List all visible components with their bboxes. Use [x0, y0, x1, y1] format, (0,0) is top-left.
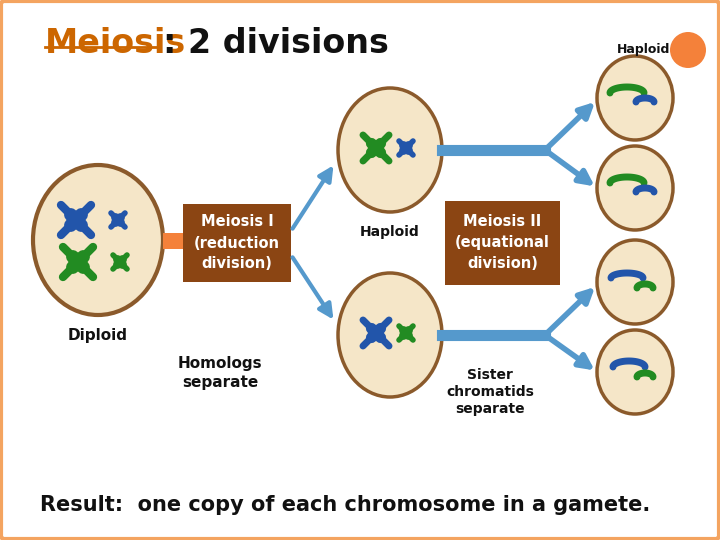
- Bar: [163, 233, 183, 249]
- Text: Sister
chromatids
separate: Sister chromatids separate: [446, 368, 534, 416]
- FancyBboxPatch shape: [445, 201, 560, 285]
- Ellipse shape: [597, 146, 673, 230]
- Circle shape: [670, 32, 706, 68]
- Ellipse shape: [33, 165, 163, 315]
- Text: Meiosis: Meiosis: [45, 27, 186, 60]
- Text: Result:  one copy of each chromosome in a gamete.: Result: one copy of each chromosome in a…: [40, 495, 650, 515]
- Ellipse shape: [597, 56, 673, 140]
- FancyBboxPatch shape: [183, 204, 291, 282]
- Ellipse shape: [338, 88, 442, 212]
- Text: Haploid: Haploid: [360, 225, 420, 239]
- Ellipse shape: [597, 330, 673, 414]
- Text: Meiosis I
(reduction
division): Meiosis I (reduction division): [194, 214, 280, 272]
- Text: Haploid: Haploid: [616, 44, 670, 57]
- Text: Meiosis II
(equational
division): Meiosis II (equational division): [455, 214, 550, 272]
- Ellipse shape: [338, 273, 442, 397]
- Text: Diploid: Diploid: [68, 328, 128, 343]
- Text: : 2 divisions: : 2 divisions: [163, 27, 389, 60]
- Text: Homologs
separate: Homologs separate: [178, 356, 262, 390]
- Ellipse shape: [597, 240, 673, 324]
